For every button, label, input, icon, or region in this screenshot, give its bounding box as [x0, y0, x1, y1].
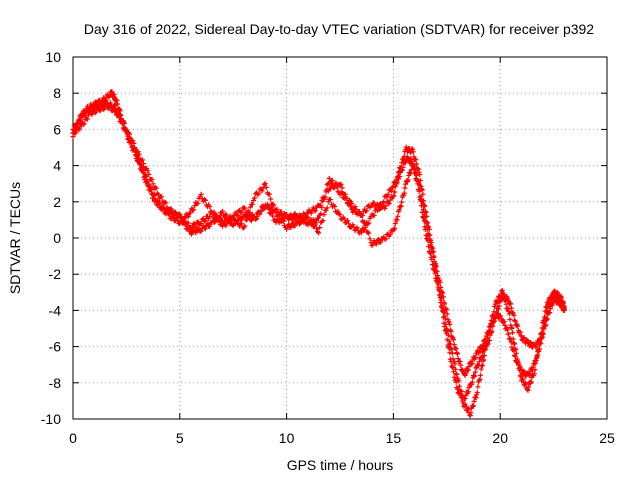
y-tick-label: 8 — [53, 85, 61, 101]
series-points — [70, 89, 567, 402]
x-axis-label: GPS time / hours — [287, 457, 394, 473]
series-track-b — [70, 101, 567, 419]
grid — [73, 57, 607, 419]
chart-title: Day 316 of 2022, Sidereal Day-to-day VTE… — [84, 21, 594, 37]
series-track-c — [70, 98, 567, 379]
y-tick-label: 2 — [53, 194, 61, 210]
y-tick-label: 4 — [53, 158, 61, 174]
y-tick-label: -10 — [41, 411, 61, 427]
y-tick-label: 6 — [53, 121, 61, 137]
x-tick-label: 25 — [599, 430, 615, 446]
y-tick-label: -4 — [49, 302, 62, 318]
x-tick-label: 15 — [386, 430, 402, 446]
series-track-a — [70, 89, 567, 402]
x-tick-label: 10 — [279, 430, 295, 446]
x-tick-label: 0 — [69, 430, 77, 446]
y-axis-label: SDTVAR / TECUs — [7, 182, 23, 294]
y-tick-label: -6 — [49, 339, 62, 355]
y-tick-label: -8 — [49, 375, 62, 391]
y-tick-label: 0 — [53, 230, 61, 246]
series-points — [70, 98, 567, 379]
y-tick-label: 10 — [45, 49, 61, 65]
x-tick-label: 20 — [492, 430, 508, 446]
x-tick-label: 5 — [176, 430, 184, 446]
x-tick-labels: 0 5 10 15 20 25 — [69, 430, 615, 446]
y-tick-label: -2 — [49, 266, 62, 282]
series-points — [70, 101, 567, 419]
data-series — [70, 89, 567, 419]
y-tick-labels: -10 -8 -6 -4 -2 0 2 4 6 8 10 — [41, 49, 61, 427]
